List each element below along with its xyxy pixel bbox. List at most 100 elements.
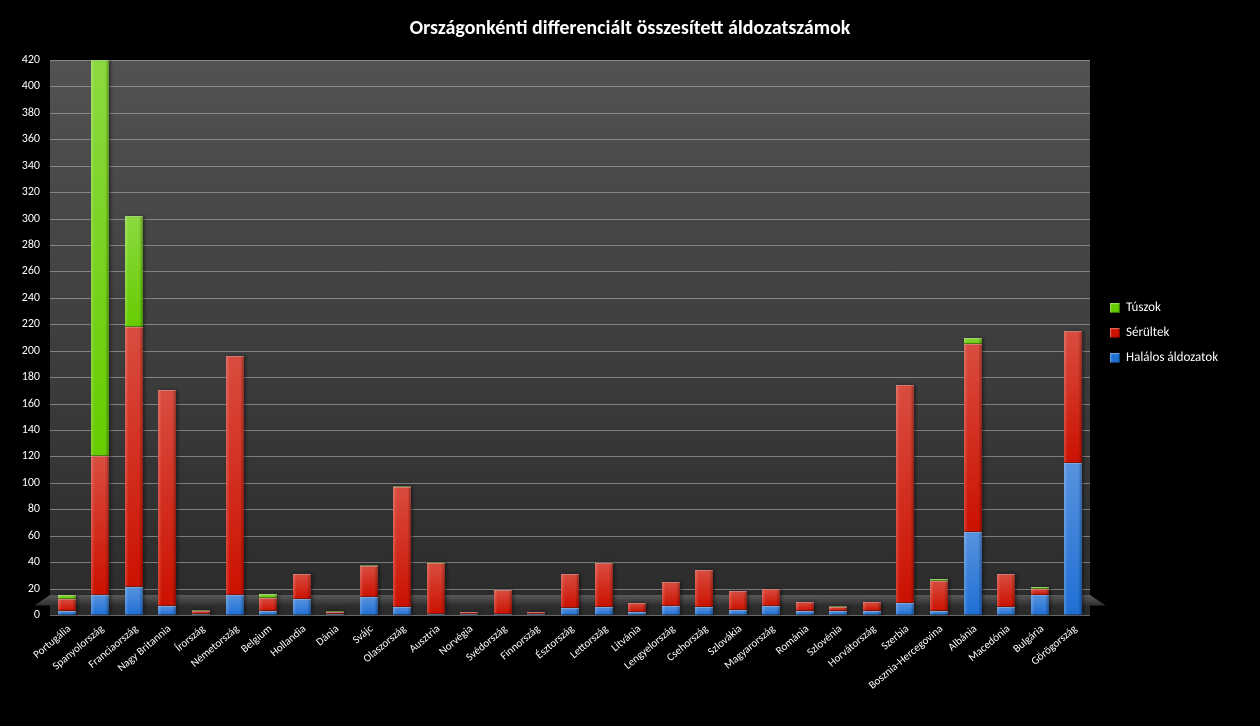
x-tick-label: Románia [773, 622, 811, 657]
bar-segment [125, 587, 143, 615]
bar-segment [964, 532, 982, 615]
y-axis: 0204060801001201401601802002202402602803… [0, 60, 46, 615]
y-tick-label: 300 [0, 212, 40, 226]
bar-segment [326, 611, 344, 612]
bar [393, 486, 411, 616]
bar-segment [427, 614, 445, 615]
bar [896, 385, 914, 615]
bar-segment [91, 60, 109, 456]
y-tick-label: 20 [0, 582, 40, 596]
y-tick-label: 420 [0, 53, 40, 67]
bar-segment [494, 614, 512, 615]
bar-segment [259, 594, 277, 598]
y-tick-label: 220 [0, 317, 40, 331]
y-tick-label: 380 [0, 106, 40, 120]
bar-segment [729, 610, 747, 615]
bar-segment [226, 595, 244, 615]
bar [964, 338, 982, 616]
y-tick-label: 120 [0, 449, 40, 463]
x-tick-label: Hollandia [267, 622, 308, 659]
bar-segment [863, 611, 881, 615]
y-tick-label: 260 [0, 264, 40, 278]
square-icon [1110, 328, 1120, 338]
bar-segment [58, 595, 76, 599]
bar-segment [930, 611, 948, 615]
bar-segment [964, 338, 982, 345]
bar-segment [259, 611, 277, 615]
bar-segment [427, 562, 445, 563]
bar [1064, 331, 1082, 615]
bar-segment [192, 611, 210, 614]
bar [561, 574, 579, 615]
y-tick-label: 400 [0, 79, 40, 93]
bar-segment [829, 607, 847, 611]
bar-segment [460, 612, 478, 613]
bar-segment [192, 610, 210, 611]
bar-segment [158, 606, 176, 615]
bar-segment [293, 599, 311, 615]
bar-segment [427, 563, 445, 613]
bar [125, 216, 143, 615]
legend-label: Halálos áldozatok [1126, 350, 1218, 365]
x-tick-label: Svájc [350, 622, 375, 646]
chart-title: Országonkénti differenciált összesített … [0, 0, 1260, 40]
bar-segment [695, 607, 713, 615]
bar-segment [997, 574, 1015, 607]
bar [192, 610, 210, 615]
bar [595, 563, 613, 615]
bar [762, 589, 780, 615]
bar-segment [58, 611, 76, 615]
bar [527, 612, 545, 615]
bar-segment [192, 614, 210, 615]
bar [158, 390, 176, 615]
bar-segment [360, 566, 378, 596]
bar [259, 594, 277, 615]
y-tick-label: 200 [0, 344, 40, 358]
bar-segment [58, 599, 76, 611]
bar-segment [829, 611, 847, 615]
bar-segment [662, 606, 680, 615]
legend-label: Sérültek [1126, 325, 1169, 340]
bar [326, 611, 344, 615]
legend-label: Túszok [1126, 300, 1161, 315]
y-tick-label: 0 [0, 608, 40, 622]
bar [1031, 587, 1049, 615]
legend-item-fatal: Halálos áldozatok [1110, 350, 1218, 365]
y-tick-label: 80 [0, 502, 40, 516]
bar-segment [158, 390, 176, 605]
bar [226, 356, 244, 615]
bar-segment [259, 598, 277, 611]
bar-segment [125, 216, 143, 327]
bar-segment [326, 612, 344, 613]
bar-segment [964, 344, 982, 532]
bar [695, 570, 713, 615]
bar-segment [628, 612, 646, 615]
bar [729, 591, 747, 615]
bar-segment [393, 487, 411, 607]
bar-segment [896, 385, 914, 603]
bar-segment [360, 597, 378, 616]
bar [628, 603, 646, 615]
y-tick-label: 340 [0, 159, 40, 173]
y-tick-label: 40 [0, 555, 40, 569]
bar-segment [1031, 595, 1049, 615]
bar-segment [125, 327, 143, 587]
bar-segment [930, 581, 948, 611]
bar [829, 606, 847, 615]
x-tick-label: Ausztria [406, 622, 442, 655]
bar-segment [930, 579, 948, 580]
bars-container [50, 60, 1090, 615]
bar-segment [796, 611, 814, 615]
bar-segment [527, 614, 545, 615]
bar [997, 574, 1015, 615]
bar-segment [460, 614, 478, 615]
bar-segment [863, 602, 881, 611]
bar-segment [1031, 587, 1049, 588]
square-icon [1110, 303, 1120, 313]
bar-segment [695, 570, 713, 607]
y-tick-label: 60 [0, 529, 40, 543]
square-icon [1110, 353, 1120, 363]
x-tick-label: Dánia [314, 622, 342, 648]
legend: Túszok Sérültek Halálos áldozatok [1110, 300, 1218, 375]
bar-segment [1064, 331, 1082, 463]
